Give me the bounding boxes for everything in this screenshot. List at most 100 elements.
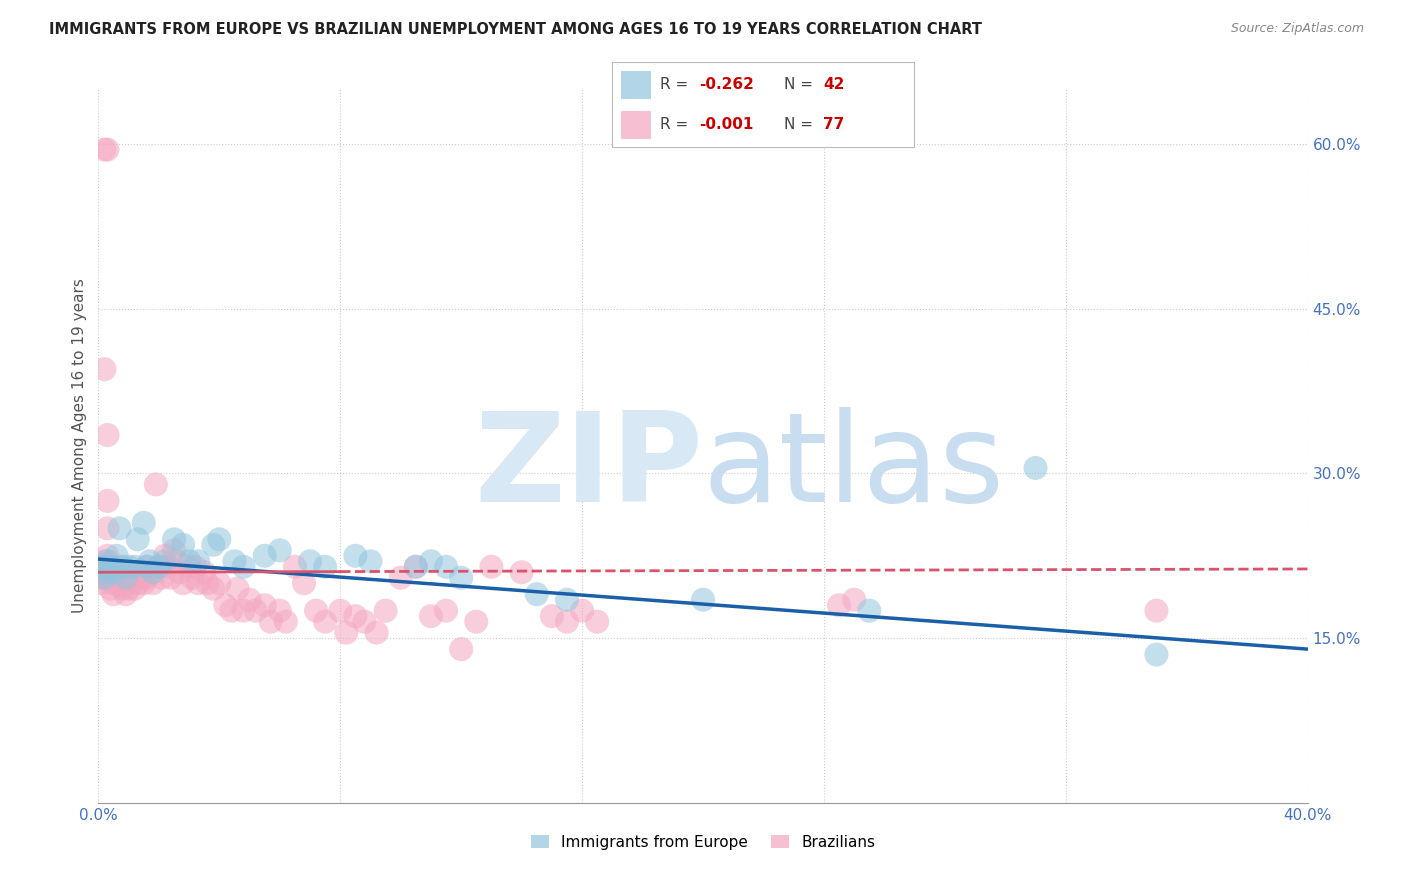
Point: [253, 598, 276, 612]
Point: [96, 554, 118, 568]
Point: [555, 592, 578, 607]
Point: [202, 582, 225, 596]
Point: [118, 582, 141, 596]
Point: [100, 571, 122, 585]
Point: [232, 559, 254, 574]
Point: [1144, 604, 1167, 618]
Point: [93, 143, 115, 157]
Point: [195, 576, 218, 591]
Point: [335, 625, 357, 640]
Point: [90, 576, 112, 591]
Point: [284, 559, 307, 574]
Point: [510, 566, 533, 580]
Point: [100, 582, 122, 596]
Legend: Immigrants from Europe, Brazilians: Immigrants from Europe, Brazilians: [524, 829, 882, 855]
Text: -0.001: -0.001: [699, 117, 754, 132]
Point: [181, 571, 204, 585]
Point: [108, 521, 131, 535]
Text: IMMIGRANTS FROM EUROPE VS BRAZILIAN UNEMPLOYMENT AMONG AGES 16 TO 19 YEARS CORRE: IMMIGRANTS FROM EUROPE VS BRAZILIAN UNEM…: [49, 22, 983, 37]
Point: [187, 554, 209, 568]
Point: [224, 554, 246, 568]
Point: [121, 571, 143, 585]
Point: [96, 143, 118, 157]
Bar: [620, 111, 651, 139]
Text: N =: N =: [785, 78, 818, 93]
Point: [187, 576, 209, 591]
Point: [571, 604, 593, 618]
Text: R =: R =: [659, 117, 693, 132]
Point: [344, 609, 367, 624]
Point: [214, 598, 236, 612]
Point: [160, 571, 183, 585]
Point: [405, 559, 427, 574]
Point: [434, 604, 457, 618]
Point: [239, 592, 262, 607]
Point: [450, 571, 472, 585]
Point: [245, 604, 267, 618]
Point: [93, 566, 115, 580]
Point: [132, 516, 155, 530]
Point: [148, 559, 170, 574]
Point: [103, 566, 125, 580]
Point: [127, 533, 149, 547]
Point: [111, 582, 134, 596]
Point: [329, 604, 352, 618]
Point: [292, 576, 315, 591]
Point: [93, 571, 115, 585]
Point: [93, 362, 115, 376]
Point: [193, 566, 215, 580]
Point: [145, 477, 167, 491]
Point: [93, 571, 115, 585]
Point: [105, 549, 128, 563]
Y-axis label: Unemployment Among Ages 16 to 19 years: Unemployment Among Ages 16 to 19 years: [72, 278, 87, 614]
Point: [93, 559, 115, 574]
Point: [100, 559, 122, 574]
Point: [166, 554, 188, 568]
Point: [389, 571, 412, 585]
Point: [405, 559, 427, 574]
Point: [208, 576, 231, 591]
Point: [108, 576, 131, 591]
Point: [96, 521, 118, 535]
Point: [344, 549, 367, 563]
Point: [135, 571, 157, 585]
Point: [828, 598, 851, 612]
Point: [156, 559, 179, 574]
Point: [420, 609, 443, 624]
Point: [142, 566, 165, 580]
Point: [434, 559, 457, 574]
Point: [253, 549, 276, 563]
Point: [118, 566, 141, 580]
Point: [465, 615, 488, 629]
Point: [108, 566, 131, 580]
Point: [114, 571, 136, 585]
Point: [844, 592, 866, 607]
Point: [179, 554, 201, 568]
Point: [360, 554, 382, 568]
Point: [127, 576, 149, 591]
Point: [260, 615, 283, 629]
Point: [150, 571, 173, 585]
Point: [314, 559, 336, 574]
Text: -0.262: -0.262: [699, 78, 754, 93]
Point: [374, 604, 396, 618]
Point: [103, 576, 125, 591]
Point: [96, 494, 118, 508]
Point: [858, 604, 880, 618]
Point: [299, 554, 322, 568]
Point: [90, 571, 112, 585]
Point: [184, 559, 207, 574]
Point: [124, 582, 146, 596]
Point: [481, 559, 503, 574]
Point: [139, 554, 162, 568]
Point: [139, 566, 162, 580]
Point: [114, 576, 136, 591]
Point: [202, 538, 225, 552]
Point: [586, 615, 609, 629]
Point: [114, 587, 136, 601]
Text: R =: R =: [659, 78, 693, 93]
Point: [124, 559, 146, 574]
Point: [305, 604, 328, 618]
Point: [1024, 461, 1046, 475]
Point: [135, 559, 157, 574]
